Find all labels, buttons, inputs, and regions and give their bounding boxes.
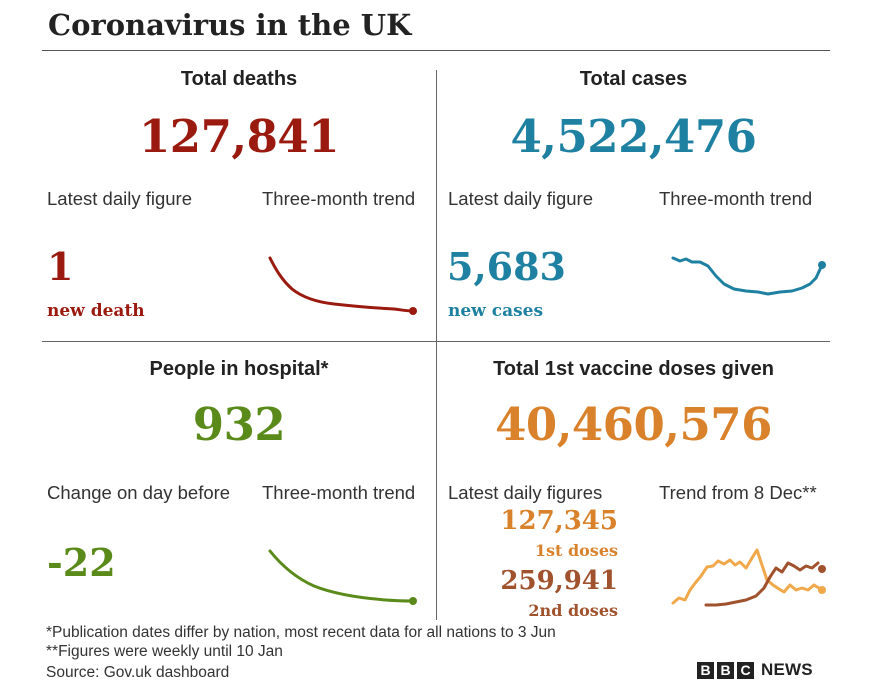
vaccine-first-value: 127,345 <box>500 506 618 536</box>
cases-daily-value: 5,683 <box>447 244 566 289</box>
title-rule <box>42 50 830 51</box>
vaccine-trend-label: Trend from 8 Dec** <box>659 482 817 503</box>
footnote-publication: *Publication dates differ by nation, mos… <box>46 624 556 641</box>
vaccine-second-dose-line <box>704 561 820 607</box>
cases-heading: Total cases <box>579 68 688 90</box>
source-note: Source: Gov.uk dashboard <box>46 664 230 681</box>
bbc-news-logo: B B C NEWS <box>697 660 813 680</box>
vaccine-second-dose-endpoint <box>818 565 826 573</box>
vertical-divider <box>436 70 437 620</box>
hospital-change-value: -22 <box>47 540 116 585</box>
vaccine-heading: Total 1st vaccine doses given <box>493 358 774 380</box>
hospital-trend-label: Three-month trend <box>262 482 416 503</box>
deaths-daily-unit: new death <box>47 301 145 321</box>
vaccine-second-value: 259,941 <box>500 566 618 596</box>
logo-news-word: NEWS <box>761 660 813 679</box>
cases-daily-unit: new cases <box>448 301 544 321</box>
deaths-total: 127,841 <box>138 110 340 163</box>
hospital-change-label: Change on day before <box>47 482 231 503</box>
hospital-heading: People in hospital* <box>149 358 329 380</box>
footnote-weekly: **Figures were weekly until 10 Jan <box>46 643 283 660</box>
logo-letter-c: C <box>737 661 754 679</box>
hospital-trend-line <box>268 549 415 603</box>
deaths-latest-label: Latest daily figure <box>47 188 193 209</box>
logo-letter-b1: B <box>697 661 714 679</box>
deaths-heading: Total deaths <box>180 68 298 90</box>
vaccine-second-label: 2nd doses <box>528 601 618 620</box>
cases-latest-label: Latest daily figure <box>448 188 594 209</box>
deaths-daily-value: 1 <box>47 244 74 289</box>
cases-trend-label: Three-month trend <box>659 188 813 209</box>
deaths-trend-label: Three-month trend <box>262 188 416 209</box>
cases-total: 4,522,476 <box>510 110 757 163</box>
horizontal-divider <box>42 341 830 342</box>
hospital-trend-endpoint <box>409 597 417 605</box>
cases-trend-endpoint <box>818 261 826 269</box>
page-title: Coronavirus in the UK <box>48 8 412 42</box>
deaths-trend-line <box>268 256 415 313</box>
vaccine-first-dose-endpoint <box>818 586 826 594</box>
vaccine-first-dose-line <box>671 548 824 605</box>
deaths-trend-endpoint <box>409 307 417 315</box>
logo-letter-b2: B <box>717 661 734 679</box>
vaccine-total: 40,460,576 <box>495 398 772 451</box>
cases-trend-line <box>671 256 824 296</box>
hospital-total: 932 <box>192 398 286 451</box>
vaccine-latest-label: Latest daily figures <box>448 482 603 503</box>
vaccine-first-label: 1st doses <box>534 541 618 560</box>
